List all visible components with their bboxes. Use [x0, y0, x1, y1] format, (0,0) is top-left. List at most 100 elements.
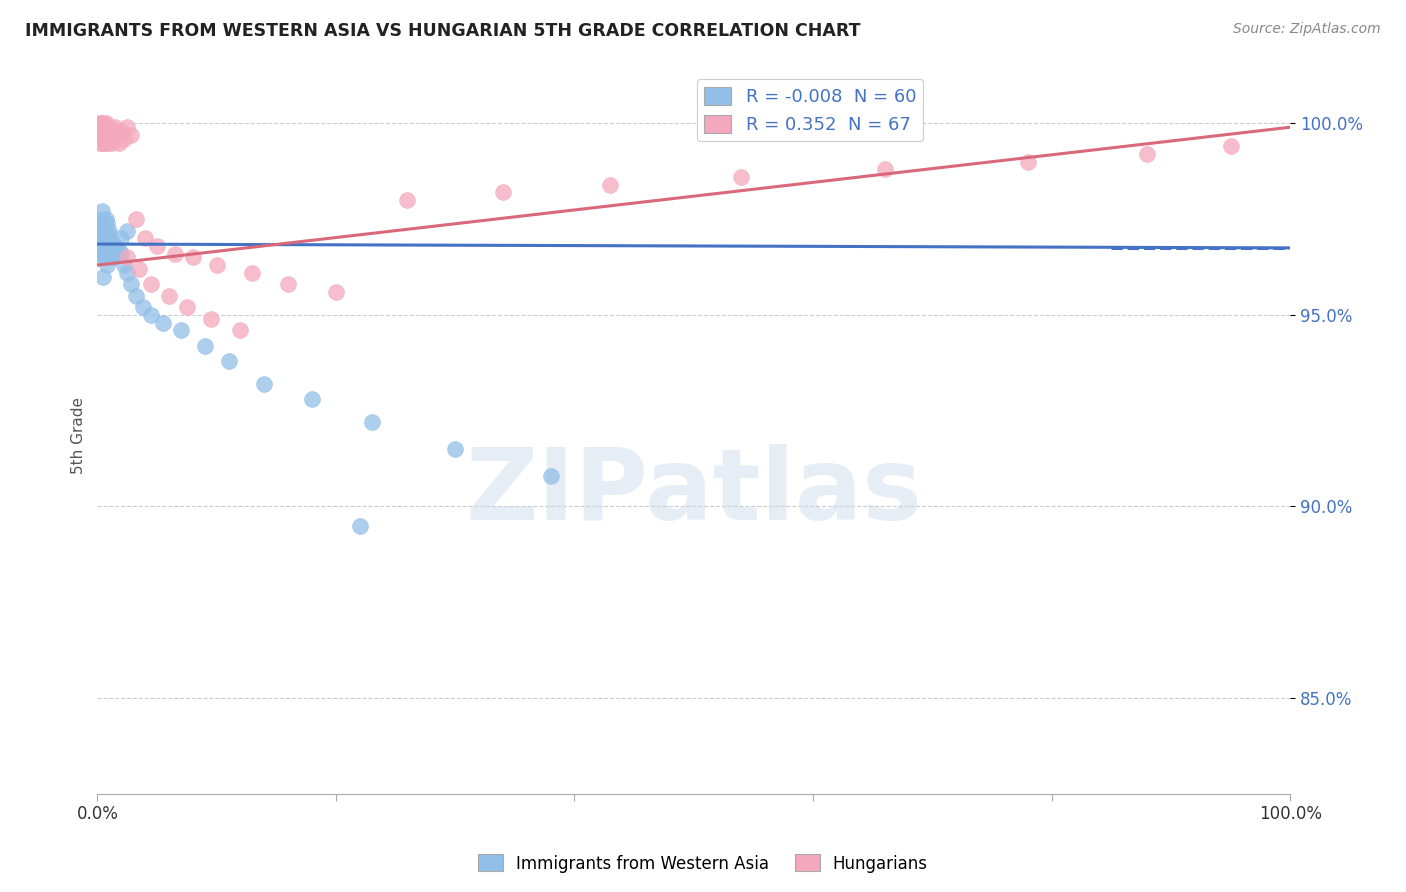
Point	[91, 219, 114, 234]
Point	[89, 136, 111, 150]
Point	[115, 224, 138, 238]
Point	[115, 266, 138, 280]
Point	[98, 120, 121, 135]
Point	[98, 132, 121, 146]
Point	[103, 251, 125, 265]
Point	[139, 308, 162, 322]
Point	[108, 243, 131, 257]
Point	[181, 251, 204, 265]
Point	[200, 311, 222, 326]
Point	[176, 300, 198, 314]
Point	[94, 136, 117, 150]
Point	[112, 258, 135, 272]
Point	[444, 442, 467, 456]
Point	[89, 216, 111, 230]
Point	[93, 224, 115, 238]
Point	[90, 128, 112, 142]
Point	[94, 124, 117, 138]
Point	[90, 132, 112, 146]
Point	[101, 124, 124, 138]
Point	[97, 136, 120, 150]
Point	[97, 124, 120, 138]
Point	[115, 120, 138, 135]
Point	[110, 246, 132, 260]
Point	[96, 120, 118, 135]
Point	[152, 316, 174, 330]
Point	[96, 258, 118, 272]
Point	[91, 227, 114, 242]
Point	[98, 224, 121, 238]
Point	[599, 178, 621, 192]
Point	[128, 262, 150, 277]
Point	[103, 132, 125, 146]
Point	[157, 289, 180, 303]
Point	[105, 128, 128, 142]
Point	[104, 239, 127, 253]
Point	[146, 239, 169, 253]
Point	[108, 136, 131, 150]
Point	[540, 468, 562, 483]
Point	[93, 128, 115, 142]
Point	[91, 132, 114, 146]
Point	[100, 136, 122, 150]
Point	[98, 235, 121, 249]
Point	[163, 246, 186, 260]
Point	[90, 239, 112, 253]
Point	[91, 136, 114, 150]
Point	[91, 204, 114, 219]
Point	[170, 323, 193, 337]
Point	[91, 124, 114, 138]
Point	[87, 224, 110, 238]
Point	[91, 116, 114, 130]
Point	[93, 251, 115, 265]
Point	[110, 231, 132, 245]
Point	[112, 132, 135, 146]
Point	[96, 132, 118, 146]
Point	[96, 243, 118, 257]
Point	[730, 169, 752, 184]
Text: Source: ZipAtlas.com: Source: ZipAtlas.com	[1233, 22, 1381, 37]
Point	[87, 116, 110, 130]
Point	[91, 128, 114, 142]
Point	[205, 258, 228, 272]
Point	[124, 289, 146, 303]
Point	[89, 243, 111, 257]
Point	[94, 212, 117, 227]
Point	[93, 239, 115, 253]
Point	[91, 216, 114, 230]
Point	[1017, 154, 1039, 169]
Point	[97, 227, 120, 242]
Point	[94, 231, 117, 245]
Point	[87, 124, 110, 138]
Point	[104, 239, 127, 253]
Point	[91, 246, 114, 260]
Point	[91, 120, 114, 135]
Point	[349, 518, 371, 533]
Point	[100, 246, 122, 260]
Point	[218, 354, 240, 368]
Point	[87, 212, 110, 227]
Point	[277, 277, 299, 292]
Point	[96, 227, 118, 242]
Point	[100, 231, 122, 245]
Point	[134, 231, 156, 245]
Point	[120, 128, 142, 142]
Point	[360, 415, 382, 429]
Point	[873, 162, 896, 177]
Point	[301, 392, 323, 407]
Point	[96, 216, 118, 230]
Point	[253, 376, 276, 391]
Text: ZIPatlas: ZIPatlas	[465, 444, 922, 541]
Point	[104, 120, 127, 135]
Legend: R = -0.008  N = 60, R = 0.352  N = 67: R = -0.008 N = 60, R = 0.352 N = 67	[697, 79, 924, 142]
Point	[101, 246, 124, 260]
Y-axis label: 5th Grade: 5th Grade	[72, 397, 86, 474]
Point	[124, 212, 146, 227]
Point	[89, 231, 111, 245]
Point	[194, 338, 217, 352]
Point	[90, 116, 112, 130]
Point	[94, 246, 117, 260]
Point	[100, 239, 122, 253]
Point	[91, 124, 114, 138]
Point	[105, 246, 128, 260]
